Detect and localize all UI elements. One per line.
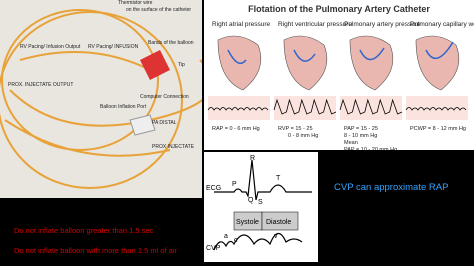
photo-label: RV Pacing/ INFUSION [88,44,139,50]
ecg-label: ECG [206,185,221,192]
photo-label: PA DISTAL [152,120,177,126]
flotation-figure: Flotation of the Pulmonary Artery Cathet… [204,0,474,150]
pressure-note: PAP = 10 - 20 mm Hg [344,147,397,150]
ecg-label: Systole [236,219,259,226]
ecg-label: v [274,233,278,240]
figure-title: Flotation of the Pulmonary Artery Cathet… [248,4,430,14]
pressure-note: RAP = 0 - 6 mm Hg [212,126,260,132]
ecg-label: S [258,199,263,206]
pressure-note: PAP = 15 - 25 [344,126,378,132]
pressure-note: PCWP = 8 - 12 mm Hg [410,126,466,132]
photo-label: Computer Connection [140,94,189,100]
photo-label: Thermistor wire [118,0,153,6]
catheter [293,49,316,62]
warning: Do not inflate balloon greater than 1.5 … [14,226,154,235]
heart [283,35,328,91]
ecg-label: Q [248,197,254,204]
photo-label: Tip [178,62,185,68]
pressure-note: RVP = 15 - 25 [278,126,313,132]
ecg-label: CVP [206,245,221,252]
ecg-label: Diastole [266,219,291,226]
photo-label: RV Pacing/ Infusion Output [20,44,81,50]
column-heading: Pulmonary capillary wedge pressure [410,21,474,28]
catheter [425,41,454,59]
ecg-label: P [232,181,237,188]
photo-label: Bands of the balloon [148,40,194,46]
photo-label: on the surface of the catheter [126,7,191,13]
ecg-figure: ECG CVP R P T Q S Systole Diastole ac v [204,152,318,262]
pressure-note: 8 - 10 mm Hg [344,133,377,139]
ecg-label: c [234,237,238,244]
pressure-trace [405,107,467,111]
photo-label: Balloon Inflation Port [100,104,147,110]
warning: Do not inflate balloon with more than 1.… [14,246,178,255]
ecg-label: T [276,175,281,182]
photo-label: PROX INJECTATE [152,144,195,150]
ecg-label: R [250,155,255,162]
catheter [227,49,247,65]
pressure-trace [207,107,269,111]
ecg-label: a [224,233,228,240]
pressure-note: Mean [344,140,358,146]
column-heading: Right ventricular pressure [278,21,352,28]
photo-label: PROX. INJECTATE OUTPUT [8,82,73,88]
note: CVP can approximate RAP [334,182,449,193]
column-heading: Pulmonary artery pressure [344,21,421,28]
pressure-note: 0 - 8 mm Hg [288,133,318,139]
column-heading: Right atrial pressure [212,21,271,28]
pressure-trace [339,98,403,115]
pressure-trace [273,98,337,115]
catheter [359,47,385,61]
